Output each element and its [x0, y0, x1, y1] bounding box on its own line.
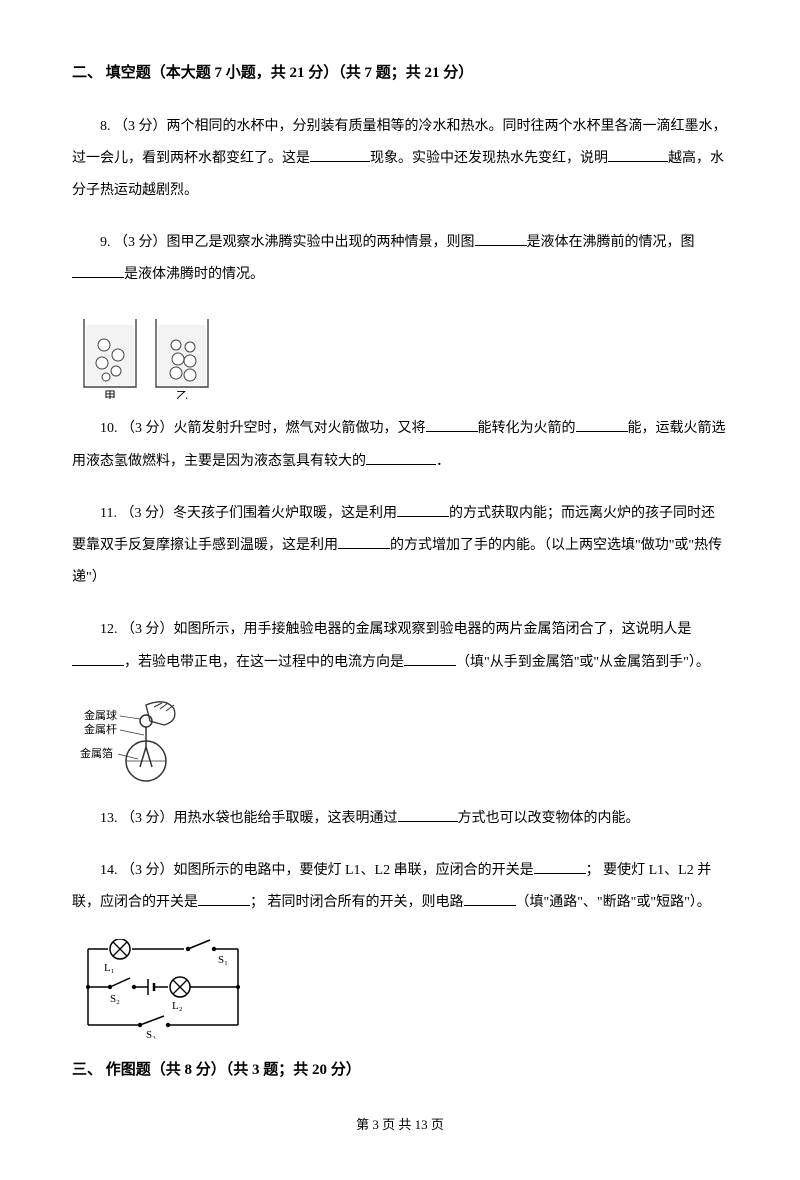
svg-text:L₂: L₂ [172, 1000, 183, 1012]
question-11: 11. （3 分）冬天孩子们围着火炉取暖，这是利用的方式获取内能；而远离火炉的孩… [72, 498, 728, 595]
q8-blank-2 [608, 145, 668, 161]
q8-text-2: 现象。实验中还发现热水先变红，说明 [370, 151, 608, 166]
question-14: 14. （3 分）如图所示的电路中，要使灯 L1、L2 串联，应闭合的开关是 ； … [72, 855, 728, 919]
svg-text:S₂: S₂ [110, 993, 120, 1005]
q10-blank-1 [426, 416, 478, 432]
q12-blank-2 [404, 649, 456, 665]
q14-blank-2 [198, 890, 250, 906]
q9-blank-1 [475, 230, 527, 246]
q10-text-2: 能转化为火箭的 [478, 421, 576, 436]
question-8: 8. （3 分）两个相同的水杯中，分别装有质量相等的冷水和热水。同时往两个水杯里… [72, 111, 728, 208]
q11-blank-1 [397, 500, 449, 516]
figure-14-circuit: L₁ S₁ S₂ L₂ S₃ [80, 939, 728, 1039]
question-9: 9. （3 分）图甲乙是观察水沸腾实验中出现的两种情景，则图 是液体在沸腾前的情况… [72, 227, 728, 291]
section-2-title: 二、 填空题（本大题 7 小题，共 21 分）（共 7 题；共 21 分） [72, 56, 728, 91]
svg-text:甲: 甲 [104, 389, 116, 399]
q8-blank-1 [310, 145, 370, 161]
question-12: 12. （3 分）如图所示，用手接触验电器的金属球观察到验电器的两片金属箔闭合了… [72, 614, 728, 678]
q13-text-2: 方式也可以改变物体的内能。 [458, 811, 640, 826]
question-10: 10. （3 分）火箭发射升空时，燃气对火箭做功，又将能转化为火箭的能，运载火箭… [72, 413, 728, 477]
page-footer: 第 3 页 共 13 页 [72, 1110, 728, 1140]
q14-text-4: （填"通路"、"断路"或"短路"）。 [516, 895, 711, 910]
section-3-title: 三、 作图题（共 8 分）（共 3 题；共 20 分） [72, 1053, 728, 1088]
svg-text:金属杆: 金属杆 [84, 722, 117, 736]
q9-text-2: 是液体在沸腾前的情况，图 [527, 235, 695, 250]
q14-blank-1 [534, 858, 586, 874]
q10-blank-3 [366, 448, 436, 464]
svg-text:乙: 乙 [176, 389, 188, 399]
q12-text-3: （填"从手到金属箔"或"从金属箔到手"）。 [456, 655, 710, 670]
q10-blank-2 [576, 416, 628, 432]
q13-text-1: 13. （3 分）用热水袋也能给手取暖，这表明通过 [100, 811, 398, 826]
svg-text:S₁: S₁ [218, 954, 228, 966]
q14-text-3: ； 若同时闭合所有的开关，则电路 [250, 895, 464, 910]
q10-text-1: 10. （3 分）火箭发射升空时，燃气对火箭做功，又将 [100, 421, 426, 436]
svg-text:金属箔: 金属箔 [80, 746, 113, 760]
svg-text:S₃: S₃ [146, 1029, 156, 1039]
q9-blank-2 [72, 262, 124, 278]
svg-text:L₁: L₁ [104, 962, 115, 974]
q10-text-4: ． [436, 454, 450, 469]
q11-text-1: 11. （3 分）冬天孩子们围着火炉取暖，这是利用 [100, 506, 397, 521]
q13-blank-1 [398, 805, 458, 821]
q11-blank-2 [338, 533, 390, 549]
q12-text-1: 12. （3 分）如图所示，用手接触验电器的金属球观察到验电器的两片金属箔闭合了… [100, 622, 692, 637]
q14-blank-3 [464, 890, 516, 906]
q14-text-1: 14. （3 分）如图所示的电路中，要使灯 L1、L2 串联，应闭合的开关是 [100, 863, 534, 878]
q9-text-1: 9. （3 分）图甲乙是观察水沸腾实验中出现的两种情景，则图 [100, 235, 475, 250]
q12-text-2: ，若验电带正电，在这一过程中的电流方向是 [124, 655, 404, 670]
figure-12-electroscope: 金属球金属杆金属箔 [80, 699, 728, 789]
question-13: 13. （3 分）用热水袋也能给手取暖，这表明通过 方式也可以改变物体的内能。 [72, 803, 728, 835]
q12-blank-1 [72, 649, 124, 665]
q9-text-3: 是液体沸腾时的情况。 [124, 267, 264, 282]
figure-9-beakers: 甲乙 [80, 311, 728, 399]
svg-text:金属球: 金属球 [84, 708, 117, 722]
